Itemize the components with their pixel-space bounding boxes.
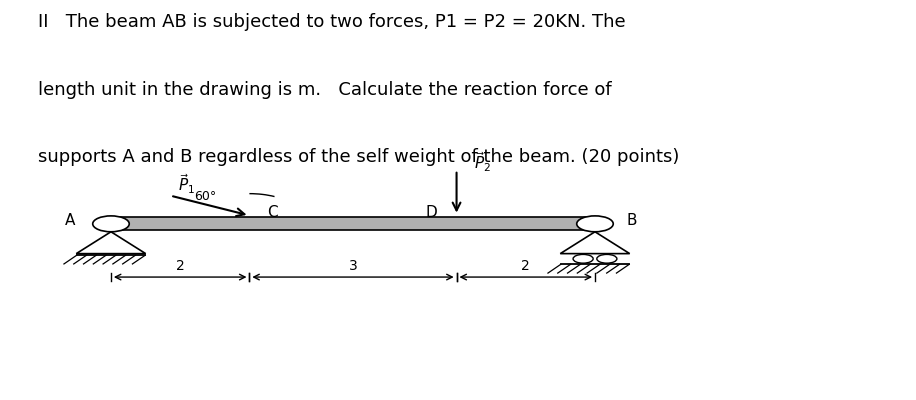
Circle shape [93,216,129,232]
Text: 60°: 60° [194,190,217,203]
Text: II   The beam AB is subjected to two forces, P1 = P2 = 20KN. The: II The beam AB is subjected to two force… [38,13,626,31]
Text: D: D [425,205,437,220]
Text: $\vec{P}_2$: $\vec{P}_2$ [474,151,491,174]
Polygon shape [76,232,146,254]
Circle shape [597,254,616,263]
Text: $\vec{P}_1$: $\vec{P}_1$ [179,172,195,196]
Circle shape [577,216,613,232]
Text: supports A and B regardless of the self weight of the beam. (20 points): supports A and B regardless of the self … [38,148,680,166]
Text: B: B [627,213,637,228]
Circle shape [573,254,594,263]
Bar [111,218,595,230]
Text: 3: 3 [349,259,357,273]
Text: 2: 2 [521,259,530,273]
Text: length unit in the drawing is m.   Calculate the reaction force of: length unit in the drawing is m. Calcula… [38,81,612,99]
Text: C: C [267,205,278,220]
Text: A: A [65,213,75,228]
Polygon shape [561,232,629,254]
Text: 2: 2 [176,259,184,273]
